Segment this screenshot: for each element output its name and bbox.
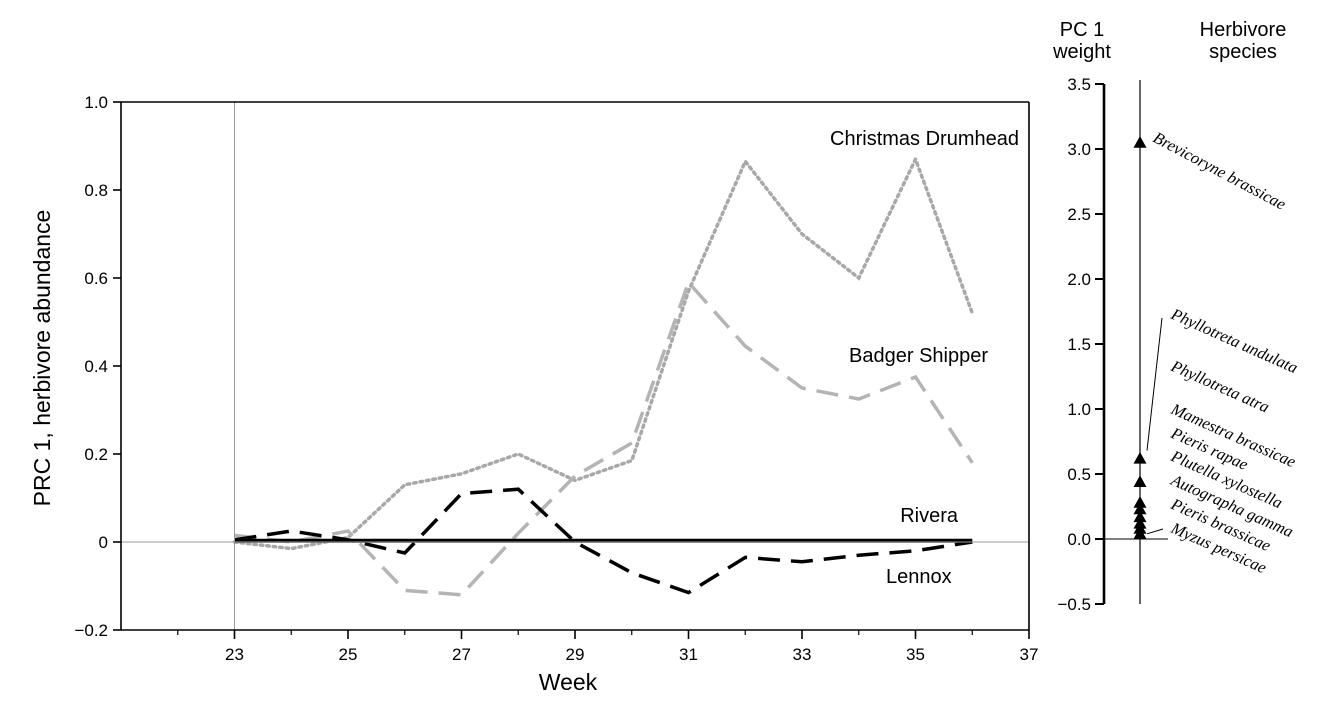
pc1-tick-label: 3.5 <box>1067 75 1091 94</box>
pc1-weight-panel: −0.5 0.0 0.5 1.0 1.5 2.0 2.5 3.0 3.5 Brevicoryne… <box>1052 19 1301 614</box>
y-tick-label: −0.2 <box>74 621 108 640</box>
series-line-christmas-drumhead <box>232 154 975 551</box>
y-tick-label: 0.4 <box>84 357 108 376</box>
labels-group: Week PRC 1, herbivore abundance Christma… <box>29 128 1019 695</box>
series-label-rivera: Rivera <box>900 505 959 527</box>
species-label: Brevicoryne brassicae <box>1150 128 1289 214</box>
series-label-christmas-drumhead: Christmas Drumhead <box>830 128 1019 150</box>
pc1-tick-label: 2.5 <box>1067 205 1091 224</box>
x-tick-label: 29 <box>566 645 585 664</box>
pc1-tick-label: 2.0 <box>1067 270 1091 289</box>
x-tick-label: 37 <box>1020 645 1039 664</box>
y-tick-label: 0 <box>99 533 108 552</box>
pc1-tick-label: −0.5 <box>1057 595 1091 614</box>
prc-line-chart: −0.2 0 0.2 0.4 0.6 0.8 1.0 23 25 27 29 31 33 35 37 Wee… <box>29 93 1038 695</box>
pc1-point-marker <box>1133 502 1147 515</box>
pc1-tick-label: 0.0 <box>1067 530 1091 549</box>
pc1-axes-group: −0.5 0.0 0.5 1.0 1.5 2.0 2.5 3.0 3.5 <box>1057 75 1168 614</box>
x-axis-title: Week <box>539 669 598 695</box>
pc1-tick-label: 0.5 <box>1067 465 1091 484</box>
y-tick-label: 0.8 <box>84 181 108 200</box>
x-tick-label: 35 <box>906 645 925 664</box>
species-column-title: Herbivore species <box>1200 19 1287 63</box>
pc1-point-marker <box>1133 475 1147 487</box>
series-group <box>232 154 975 597</box>
x-tick-label: 31 <box>679 645 698 664</box>
species-leader-line <box>1146 528 1164 535</box>
x-tick-label: 27 <box>452 645 471 664</box>
pc1-point-marker <box>1133 496 1147 508</box>
axes-group: −0.2 0 0.2 0.4 0.6 0.8 1.0 23 25 27 29 31 33 35 37 <box>74 93 1038 664</box>
y-axis-title: PRC 1, herbivore abundance <box>29 210 55 507</box>
pc1-tick-label: 1.0 <box>1067 400 1091 419</box>
pc1-point-marker <box>1133 527 1147 539</box>
series-line-badger-shipper <box>234 279 974 597</box>
y-tick-label: 1.0 <box>84 93 108 112</box>
pc1-point-marker <box>1133 136 1147 148</box>
pc1-tick-label: 3.0 <box>1067 140 1091 159</box>
series-label-lennox: Lennox <box>886 566 952 588</box>
pc1-tick-label: 1.5 <box>1067 335 1091 354</box>
species-leader-line <box>1146 317 1163 451</box>
x-tick-label: 33 <box>793 645 812 664</box>
y-tick-label: 0.6 <box>84 269 108 288</box>
x-tick-label: 23 <box>225 645 244 664</box>
pc1-point-marker <box>1133 510 1147 523</box>
pc1-axis-title: PC 1 weight <box>1052 19 1111 63</box>
series-label-badger-shipper: Badger Shipper <box>849 345 988 367</box>
x-tick-label: 25 <box>339 645 358 664</box>
y-tick-label: 0.2 <box>84 445 108 464</box>
pc1-point-marker <box>1133 451 1147 464</box>
